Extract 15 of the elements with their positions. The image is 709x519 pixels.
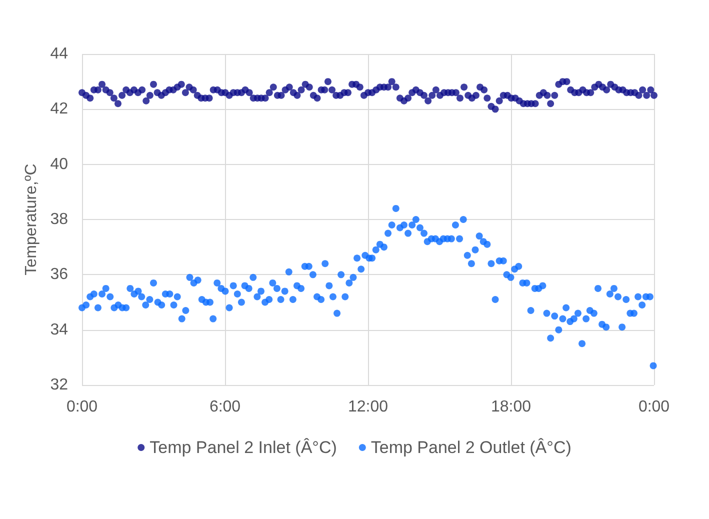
x-tick-label: 18:00 <box>490 398 532 416</box>
legend-label: Temp Panel 2 Outlet (Â°C) <box>370 438 572 457</box>
legend-label: Temp Panel 2 Inlet (Â°C) <box>150 438 337 457</box>
y-tick-label: 38 <box>50 211 68 228</box>
y-tick-label: 36 <box>50 266 68 284</box>
y-tick-label: 42 <box>50 100 68 118</box>
x-tick-label: 12:00 <box>348 398 388 416</box>
x-tick-label: 0:00 <box>638 398 670 416</box>
y-tick-label: 34 <box>50 321 68 338</box>
y-tick-label: 32 <box>50 376 68 394</box>
x-tick-label: 0:00 <box>66 398 98 416</box>
y-tick-label: 40 <box>50 156 68 173</box>
y-axis-title: Temperature,ºC <box>22 164 40 276</box>
y-tick-label: 44 <box>50 46 68 62</box>
x-tick-label: 6:00 <box>209 398 241 416</box>
